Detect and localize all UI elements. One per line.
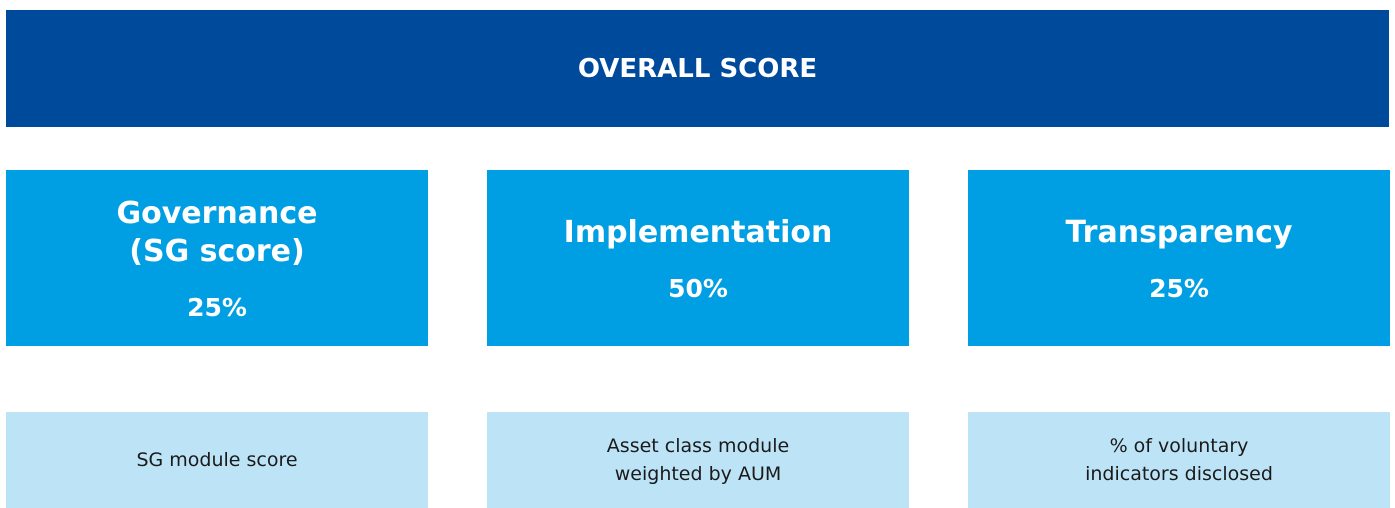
pillar-box: Transparency 25% <box>968 170 1390 346</box>
pillar-title: (SG score) <box>129 233 305 269</box>
description-line: indicators disclosed <box>1085 463 1273 485</box>
description-box: % of voluntary indicators disclosed <box>968 412 1390 508</box>
description-line: % of voluntary <box>1109 435 1249 457</box>
pillar-weight: 25% <box>1149 273 1209 303</box>
pillar-weight: 25% <box>187 292 247 322</box>
description-box: SG module score <box>6 412 428 508</box>
description-line: weighted by AUM <box>614 463 782 485</box>
pillar-box: Governance (SG score) 25% <box>6 170 428 346</box>
description-line: SG module score <box>136 449 298 471</box>
pillar-title: Implementation <box>563 214 833 250</box>
pillar-box: Implementation 50% <box>487 170 909 346</box>
overall-score-banner: OVERALL SCORE <box>6 10 1389 127</box>
pillar-title: Governance <box>116 195 318 231</box>
pillar-title: Transparency <box>1065 214 1293 250</box>
description-line: Asset class module <box>606 435 790 457</box>
pillar-weight: 50% <box>668 273 728 303</box>
description-box: Asset class module weighted by AUM <box>487 412 909 508</box>
